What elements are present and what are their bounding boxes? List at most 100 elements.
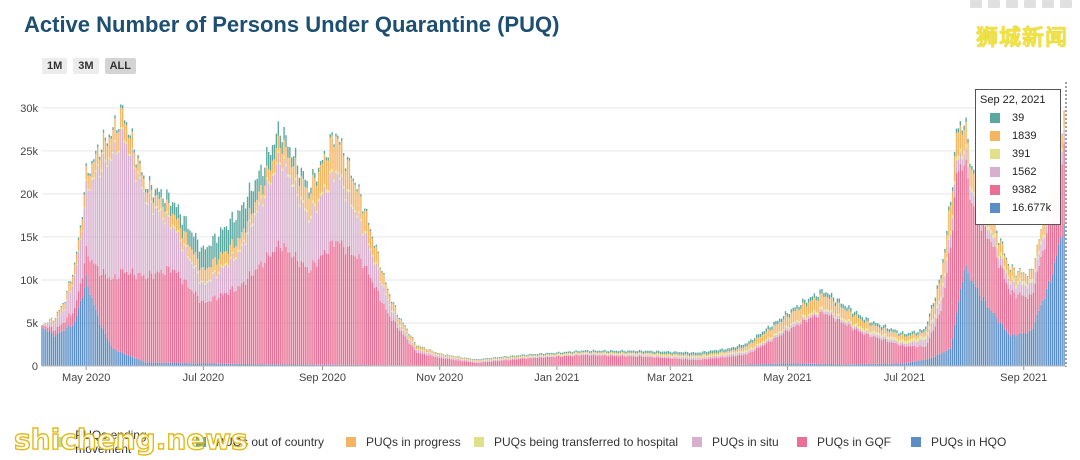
- bar-segment: [389, 303, 391, 306]
- bar-segment: [62, 330, 64, 366]
- bar-segment: [754, 350, 756, 365]
- bar-segment: [592, 349, 595, 352]
- bar-segment: [857, 317, 860, 327]
- bar-segment: [377, 253, 379, 268]
- bar-segment: [911, 345, 913, 362]
- legend-item-in-gqf[interactable]: PUQs in GQF: [797, 428, 911, 456]
- pan-icon[interactable]: [1006, 0, 1018, 8]
- bar-segment: [419, 346, 422, 348]
- bar-segment: [855, 364, 858, 366]
- bar-segment: [586, 352, 589, 354]
- bar-segment: [596, 353, 598, 355]
- bar-segment: [106, 146, 109, 166]
- bar-segment: [206, 363, 208, 366]
- bar-segment: [982, 221, 985, 298]
- bar-segment: [306, 187, 308, 210]
- range-button-1m[interactable]: 1M: [42, 58, 68, 74]
- bar-segment: [873, 363, 875, 366]
- camera-icon[interactable]: [970, 0, 982, 8]
- bar-segment: [598, 350, 600, 353]
- zoom-icon[interactable]: [988, 0, 1000, 8]
- bar-segment: [629, 353, 631, 355]
- bar-segment: [690, 356, 693, 358]
- bar-segment: [106, 338, 109, 366]
- bar-segment: [285, 246, 287, 365]
- legend-item-in-situ[interactable]: PUQs in situ: [692, 428, 797, 456]
- bar-segment: [1026, 285, 1029, 289]
- bar-segment: [698, 356, 700, 358]
- bar-segment: [996, 318, 998, 366]
- reset-icon[interactable]: [1060, 0, 1072, 8]
- bar-segment: [527, 355, 529, 357]
- range-button-3m[interactable]: 3M: [73, 58, 99, 74]
- bar-segment: [304, 186, 306, 209]
- bar-segment: [669, 356, 671, 359]
- bar-segment: [179, 277, 182, 364]
- bar-segment: [671, 358, 673, 366]
- bar-segment: [375, 261, 377, 264]
- bar-segment: [1046, 232, 1048, 289]
- legend-item-in-hqo[interactable]: PUQs in HQO: [911, 428, 1011, 456]
- bar-segment: [91, 160, 93, 164]
- bar-segment: [742, 355, 744, 365]
- bar-segment: [120, 129, 122, 270]
- bar-segment: [502, 357, 504, 359]
- bar-segment: [77, 251, 80, 292]
- bar-segment: [208, 245, 210, 268]
- legend-item-ending-movement[interactable]: PUQs ending movement: [56, 428, 196, 456]
- bar-segment: [487, 357, 489, 359]
- bar-segment: [442, 358, 445, 366]
- bar-segment: [804, 303, 806, 316]
- select-icon[interactable]: [1024, 0, 1036, 8]
- bar-segment: [794, 310, 796, 322]
- bar-segment: [375, 286, 377, 366]
- legend-item-in-progress[interactable]: PUQs in progress: [346, 428, 474, 456]
- bar-segment: [907, 332, 910, 336]
- bar-segment: [961, 155, 963, 160]
- bar-segment: [846, 311, 848, 321]
- bar-segment: [296, 193, 299, 197]
- bar-segment: [1024, 282, 1027, 287]
- bar-segment: [342, 155, 345, 187]
- bar-segment: [548, 356, 550, 358]
- legend-item-transferred-to-hospital[interactable]: PUQs being transferred to hospital: [474, 428, 692, 456]
- bar-segment: [346, 246, 349, 365]
- bar-segment: [294, 251, 297, 365]
- bar-segment: [202, 300, 205, 364]
- bar-segment: [554, 356, 556, 358]
- bar-segment: [212, 235, 214, 260]
- bar-segment: [782, 319, 785, 330]
- hover-value: 39: [1012, 111, 1025, 124]
- bar-segment: [275, 164, 278, 247]
- bar-segment: [583, 355, 585, 366]
- bar-segment: [631, 356, 633, 366]
- bar-segment: [102, 328, 105, 366]
- bar-segment: [112, 151, 114, 154]
- bar-segment: [358, 186, 360, 212]
- bar-segment: [990, 310, 992, 366]
- bar-segment: [940, 353, 942, 366]
- bar-segment: [396, 314, 399, 317]
- bar-segment: [252, 213, 255, 224]
- bar-segment: [287, 252, 289, 365]
- bar-segment: [746, 364, 748, 366]
- bar-segment: [575, 353, 577, 355]
- bar-segment: [829, 315, 831, 365]
- bar-segment: [926, 332, 929, 336]
- bar-segment: [279, 164, 281, 248]
- bar-segment: [888, 337, 890, 340]
- lasso-icon[interactable]: [1042, 0, 1054, 8]
- bar-segment: [168, 192, 170, 204]
- bar-segment: [275, 148, 278, 163]
- bar-segment: [596, 352, 598, 354]
- bar-segment: [656, 357, 658, 366]
- bar-segment: [579, 354, 581, 356]
- bar-segment: [504, 358, 506, 359]
- legend-item-out-of-country[interactable]: PUQs out of country: [196, 428, 346, 456]
- bar-segment: [800, 319, 802, 322]
- range-button-all[interactable]: ALL: [104, 58, 136, 74]
- bar-segment: [815, 300, 817, 313]
- bar-segment: [805, 319, 808, 322]
- bar-segment: [465, 357, 468, 359]
- bar-segment: [389, 305, 391, 317]
